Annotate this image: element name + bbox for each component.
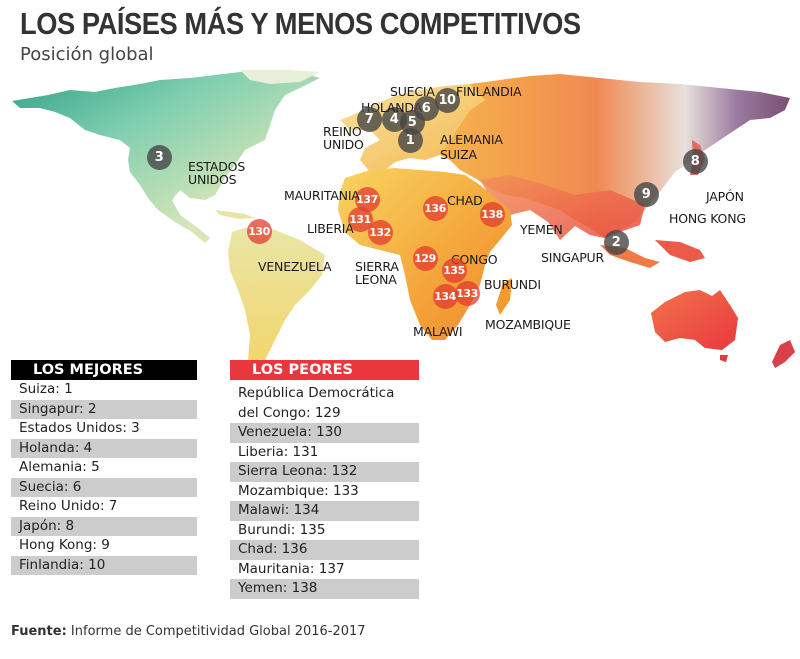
rank-marker: 8 [682, 148, 708, 174]
country-label: SIERRA LEONA [355, 259, 399, 287]
country-label: JAPÓN [706, 189, 744, 204]
rank-marker: 136 [422, 195, 448, 221]
rank-marker: 130 [246, 218, 272, 244]
table-row: Mauritania: 137 [238, 560, 345, 577]
country-label: CHAD [447, 193, 483, 208]
country-label: FINLANDIA [456, 84, 522, 99]
rank-marker: 138 [479, 201, 505, 227]
table-row: Finlandia: 10 [11, 555, 197, 575]
table-row: Burundi: 135 [238, 521, 326, 538]
rank-marker: 137 [354, 186, 380, 212]
rank-marker: 135 [441, 257, 467, 283]
table-row: Mozambique: 133 [238, 482, 359, 499]
table-row: Suiza: 1 [19, 381, 73, 397]
table-row: República Democrática del Congo: 129 [238, 385, 395, 421]
country-label: ESTADOS UNIDOS [188, 159, 246, 187]
country-label: MAURITANIA [284, 188, 360, 203]
table-row: Yemen: 138 [230, 579, 419, 599]
country-label: BURUNDI [484, 277, 541, 292]
source-label: Fuente: [11, 624, 67, 639]
country-label: ALEMANIA [440, 132, 503, 147]
rank-marker: 10 [434, 87, 460, 113]
table-row: Singapur: 2 [11, 399, 197, 419]
table-row: Reino Unido: 7 [19, 498, 118, 514]
table-row: Alemania: 5 [19, 459, 100, 475]
page-title: LOS PAÍSES MÁS Y MENOS COMPETITIVOS [20, 6, 581, 41]
rank-marker: 134 [432, 283, 458, 309]
table-row: Chad: 136 [230, 540, 419, 560]
country-label: SUIZA [440, 147, 477, 162]
country-label: SUECIA [390, 84, 435, 99]
rank-marker: 133 [454, 280, 480, 306]
country-label: VENEZUELA [258, 259, 332, 274]
table-row: Suecia: 6 [11, 477, 197, 497]
country-label: YEMEN [520, 222, 563, 237]
best-table-header: LOS MEJORES [11, 360, 197, 380]
table-row: Venezuela: 130 [230, 423, 419, 443]
continent-greenland [240, 70, 320, 84]
table-row: Liberia: 131 [238, 443, 319, 460]
rank-marker: 132 [367, 219, 393, 245]
source-note: Fuente: Informe de Competitividad Global… [11, 624, 366, 639]
table-row: Japón: 8 [11, 516, 197, 536]
worst-table: LOS PEORES República Democrática del Con… [230, 360, 419, 599]
table-row: Hong Kong: 9 [19, 537, 110, 553]
best-table: LOS MEJORES Suiza: 1 Singapur: 2 Estados U… [11, 360, 197, 575]
continent-australia [651, 290, 738, 350]
source-text: Informe de Competitividad Global 2016-20… [66, 624, 366, 639]
rank-marker: 9 [633, 181, 659, 207]
rank-marker: 7 [356, 106, 382, 132]
table-row: Sierra Leona: 132 [230, 462, 419, 482]
country-label: LIBERIA [307, 221, 354, 236]
worst-table-header: LOS PEORES [230, 360, 419, 380]
country-label: MALAWI [413, 324, 463, 339]
rank-marker: 6 [413, 95, 439, 121]
country-label: SINGAPUR [541, 250, 604, 265]
table-row: Holanda: 4 [11, 438, 197, 458]
rank-marker: 129 [412, 245, 438, 271]
country-label: HONG KONG [669, 211, 746, 226]
rank-marker: 2 [603, 229, 629, 255]
table-row: Estados Unidos: 3 [19, 420, 140, 436]
country-label: REINO UNIDO [323, 124, 364, 152]
table-row: Malawi: 134 [230, 501, 419, 521]
continent-south-america [228, 225, 325, 370]
country-label: MOZAMBIQUE [485, 317, 571, 332]
rank-marker: 3 [146, 144, 172, 170]
page-subtitle: Posición global [20, 44, 154, 65]
